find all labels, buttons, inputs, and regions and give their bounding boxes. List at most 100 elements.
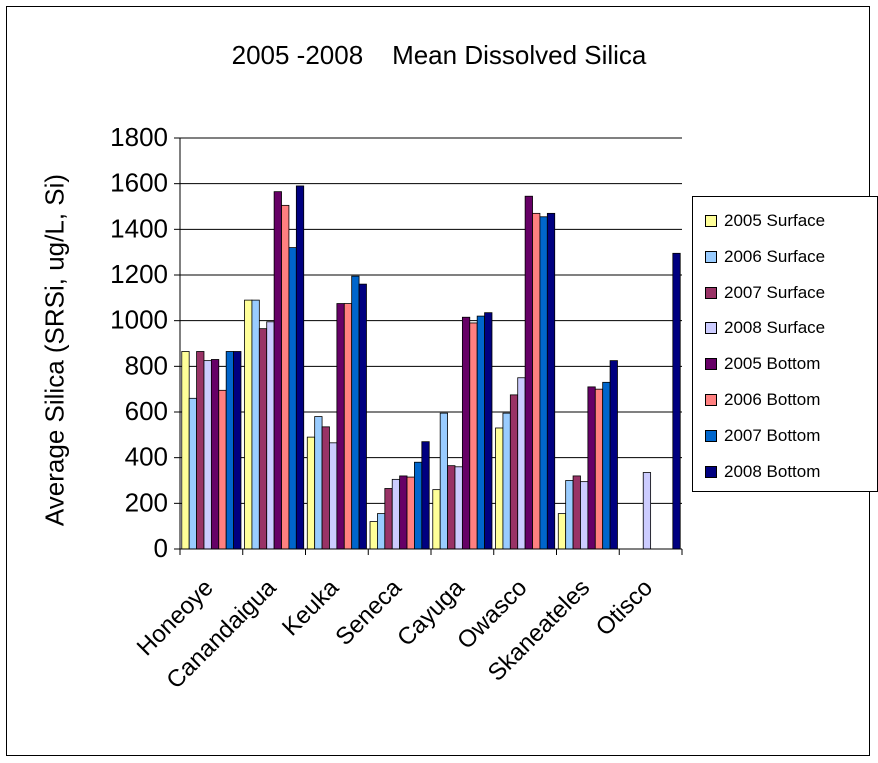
bar-1-6	[288, 247, 297, 550]
legend-swatch	[705, 215, 717, 227]
legend-label: 2006 Bottom	[724, 390, 821, 409]
bar-3-2	[384, 488, 393, 550]
bar-2-0	[306, 436, 316, 550]
bar-3-5	[406, 476, 415, 550]
bar-0-6	[225, 351, 234, 550]
legend-item: 2008 Surface	[705, 310, 825, 346]
bar-2-6	[351, 275, 360, 550]
legend-swatch	[705, 465, 717, 478]
legend-label: 2007 Surface	[724, 282, 826, 302]
bar-1-1	[251, 299, 260, 550]
bar-4-4	[461, 316, 471, 550]
bar-1-5	[281, 204, 290, 550]
bar-0-2	[196, 351, 205, 550]
bar-0-7	[233, 351, 242, 550]
x-tick-label: Canandaigua	[161, 574, 282, 695]
bar-6-4	[587, 386, 596, 550]
legend-label: 2008 Surface	[724, 318, 826, 338]
bar-4-2	[447, 465, 456, 550]
legend-item: 2006 Surface	[705, 239, 825, 275]
y-tick-label: 200	[125, 487, 168, 517]
legend-label: 2008 Bottom	[724, 461, 821, 481]
bar-7-7	[672, 252, 681, 550]
bar-3-3	[391, 478, 401, 550]
bar-4-7	[484, 312, 493, 550]
bars	[181, 185, 681, 550]
bar-2-3	[329, 442, 338, 550]
bar-2-1	[314, 416, 323, 550]
y-tick-label: 0	[154, 533, 168, 563]
legend-swatch	[705, 322, 717, 335]
legend-swatch	[705, 250, 717, 263]
bar-6-5	[594, 388, 604, 550]
y-tick-label: 800	[125, 350, 168, 380]
bar-5-0	[495, 427, 504, 550]
bar-1-7	[295, 185, 305, 550]
legend-label: 2007 Bottom	[724, 425, 821, 445]
bar-0-1	[188, 397, 197, 550]
y-tick-label: 1400	[110, 213, 168, 243]
y-tick-label: 1800	[110, 122, 168, 152]
legend-item: 2005 Bottom	[705, 346, 820, 382]
legend-label: 2006 Surface	[724, 246, 826, 266]
bar-1-0	[244, 299, 253, 550]
y-tick-label: 1200	[110, 259, 168, 289]
bar-5-7	[546, 212, 556, 550]
bar-5-1	[502, 412, 511, 550]
y-tick-label: 600	[125, 396, 168, 426]
y-tick-label: 1600	[110, 168, 168, 198]
bar-5-2	[509, 394, 519, 550]
bar-5-4	[524, 195, 533, 550]
bar-2-7	[358, 283, 367, 550]
bar-0-4	[210, 359, 220, 550]
chart-title: 2005 -2008 Mean Dissolved Silica	[231, 40, 647, 70]
legend-label: 2005 Surface	[724, 211, 826, 230]
bar-4-1	[439, 412, 448, 550]
x-tick-label: Otisco	[591, 574, 658, 641]
bar-3-1	[377, 513, 386, 550]
bar-3-4	[399, 475, 408, 550]
legend-item: 2005 Surface	[705, 203, 825, 239]
legend-swatch	[705, 358, 717, 371]
legend-label: 2005 Bottom	[724, 354, 821, 374]
bar-4-6	[476, 315, 485, 550]
legend-item: 2008 Bottom	[705, 454, 820, 490]
bar-2-4	[336, 303, 345, 550]
bar-5-6	[539, 216, 548, 550]
bar-1-3	[266, 321, 275, 550]
y-tick-label: 1000	[110, 305, 168, 335]
bar-1-2	[258, 328, 268, 550]
bar-3-6	[414, 461, 423, 550]
axes	[174, 137, 683, 555]
bar-6-2	[572, 475, 581, 550]
legend-item: 2007 Surface	[705, 275, 825, 311]
bar-4-5	[469, 322, 478, 550]
bar-1-4	[273, 191, 282, 550]
bar-0-0	[181, 351, 190, 550]
legend-item: 2006 Bottom	[705, 382, 820, 418]
legend-swatch	[705, 286, 717, 299]
bar-3-0	[369, 521, 378, 550]
x-tick-label: Seneca	[330, 574, 407, 651]
bar-2-2	[321, 426, 330, 550]
bar-7-3	[642, 472, 652, 550]
bar-5-3	[517, 377, 526, 550]
bar-6-1	[565, 480, 574, 550]
bar-4-0	[432, 489, 441, 550]
bar-4-3	[454, 466, 463, 550]
bar-6-3	[580, 481, 589, 550]
bar-2-5	[343, 303, 353, 550]
bar-3-7	[421, 441, 430, 550]
bar-0-5	[218, 389, 227, 550]
bar-5-5	[532, 212, 541, 550]
legend: 2005 Surface 2006 Surface 2007 Surface 2008…	[692, 196, 878, 492]
bar-6-6	[602, 381, 611, 550]
bar-0-3	[203, 360, 212, 550]
legend-swatch	[705, 394, 717, 406]
legend-swatch	[705, 429, 717, 442]
bar-6-0	[557, 513, 567, 550]
bar-6-7	[609, 360, 618, 550]
legend-item: 2007 Bottom	[705, 418, 820, 454]
y-tick-label: 400	[125, 442, 168, 472]
